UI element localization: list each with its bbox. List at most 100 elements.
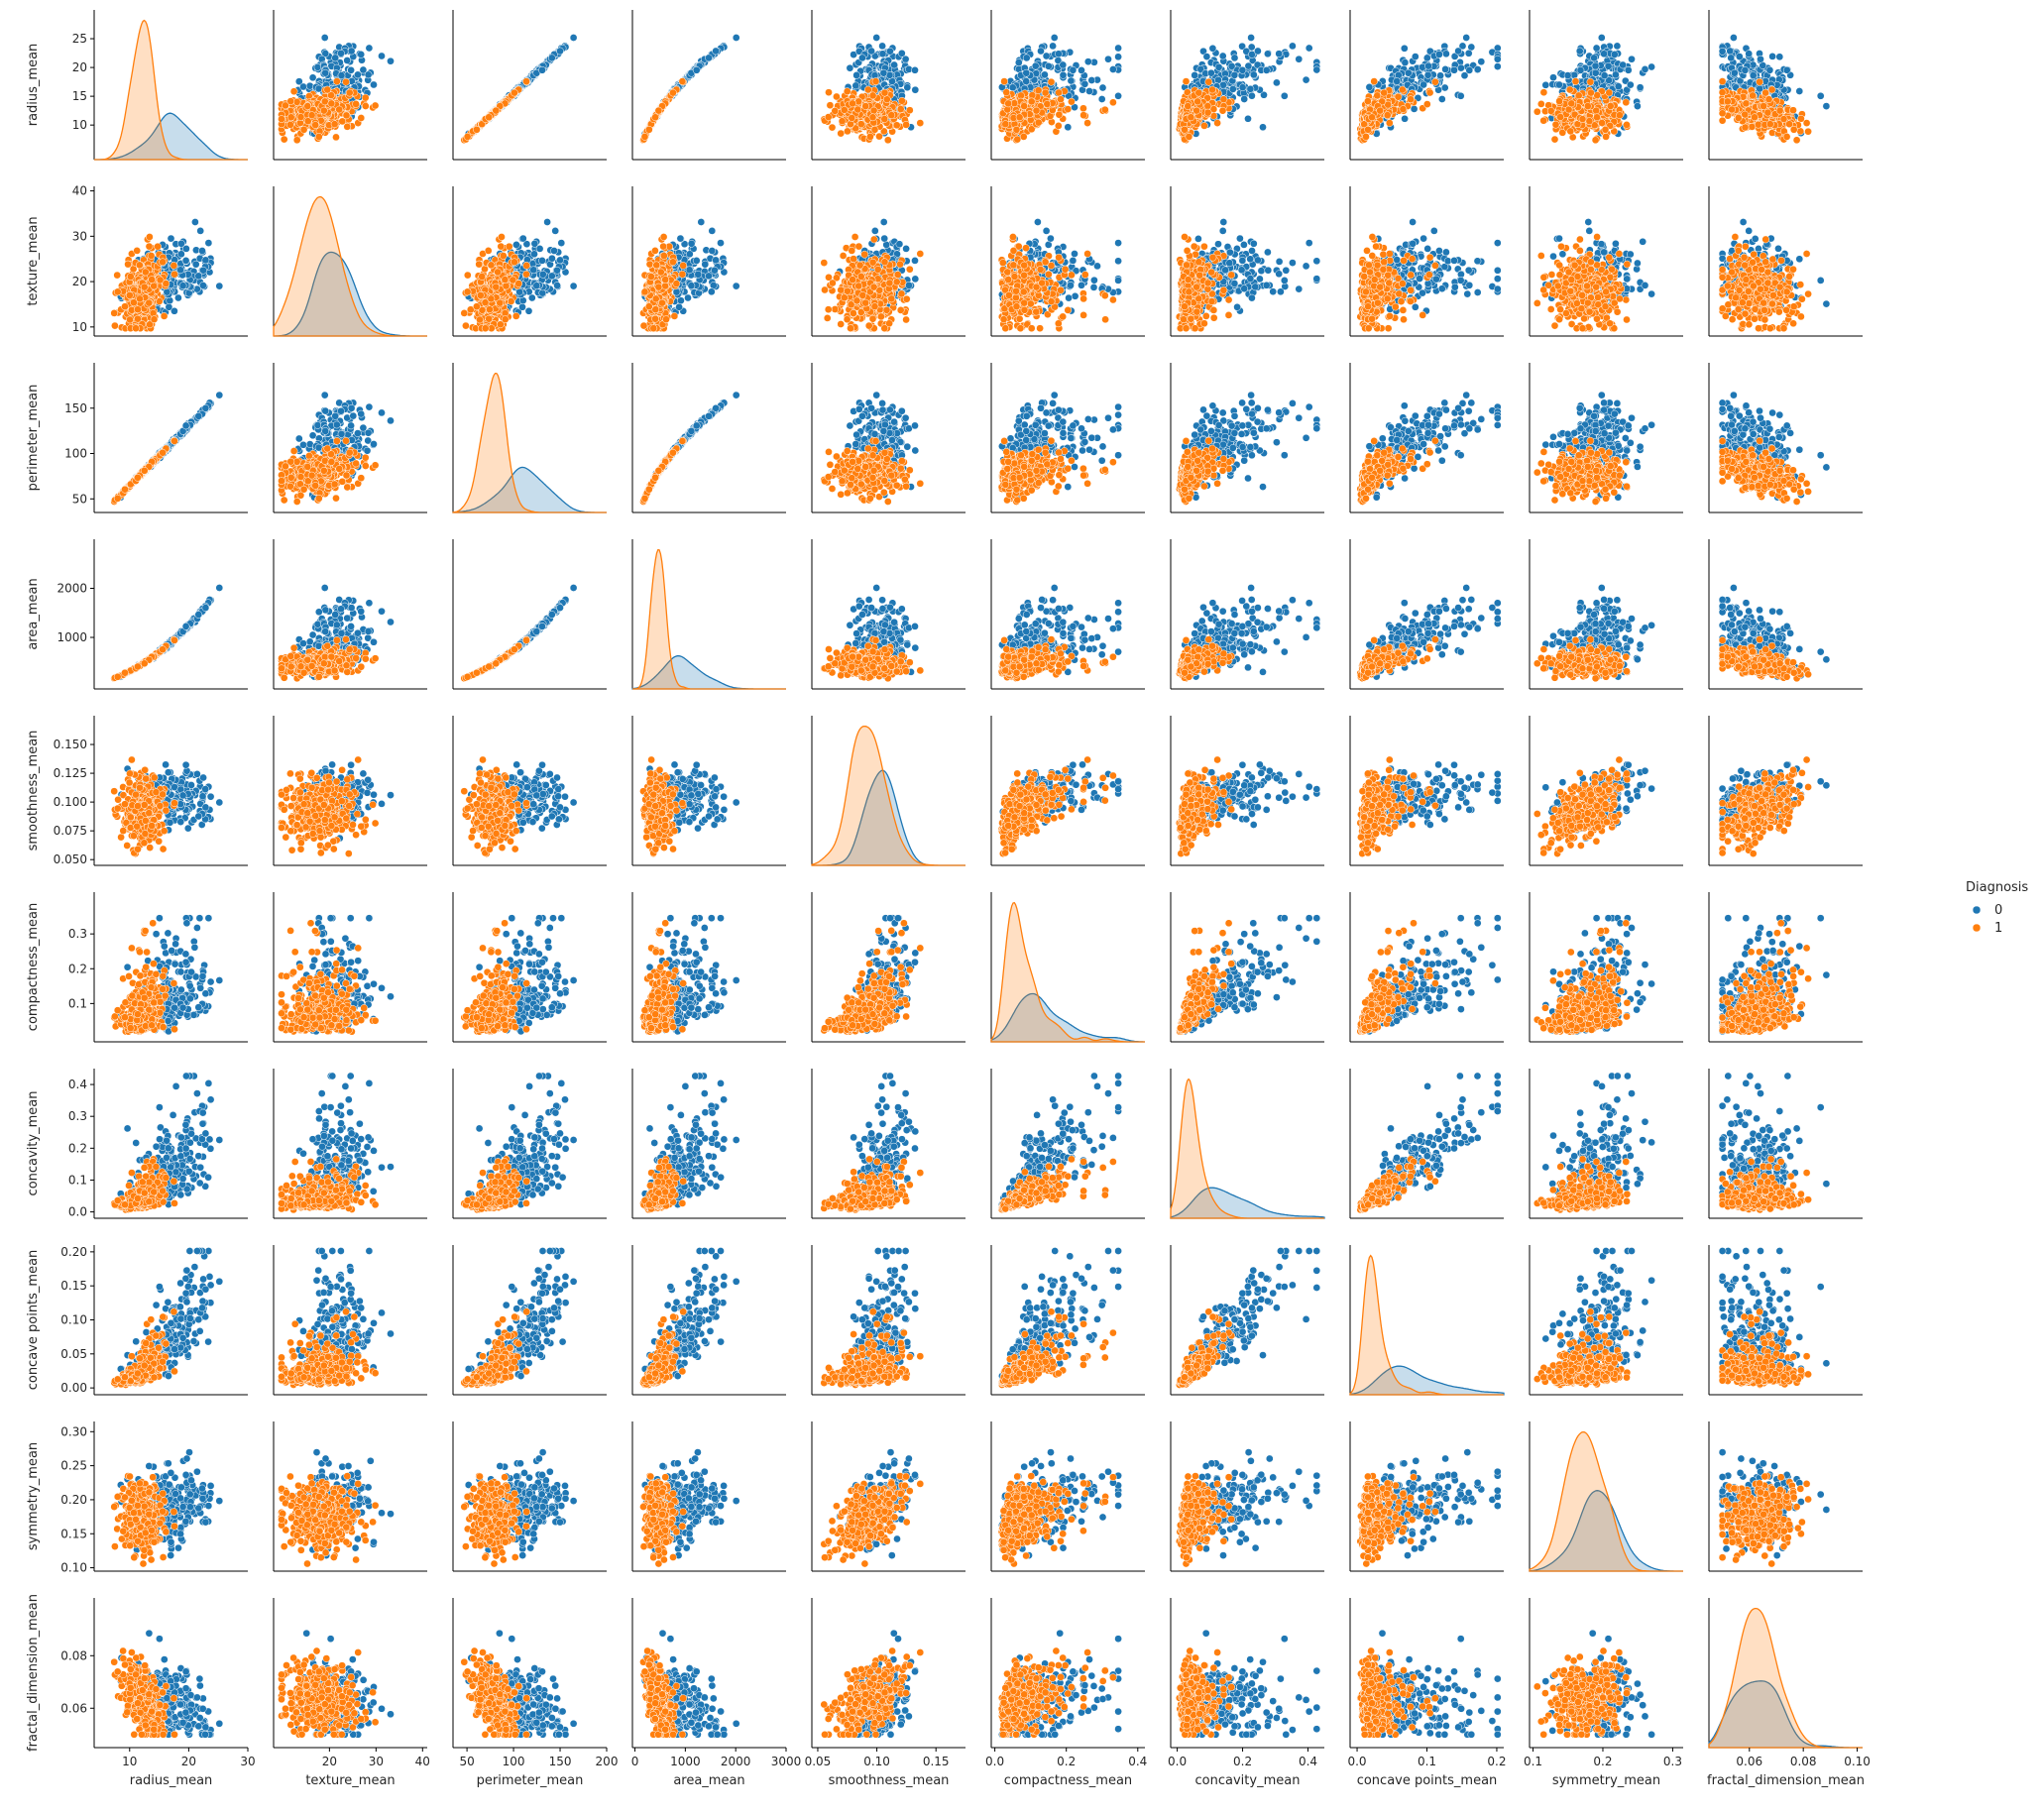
panel-radius-mean-vs-smoothness-mean xyxy=(812,10,965,160)
point-class-1 xyxy=(293,98,300,105)
point-class-1 xyxy=(333,78,340,85)
point-class-0 xyxy=(378,53,385,59)
point-class-1 xyxy=(372,102,379,109)
point-class-1 xyxy=(287,98,294,105)
panel-radius-mean-vs-area-mean xyxy=(632,10,786,160)
point-class-0 xyxy=(548,55,555,61)
point-class-1 xyxy=(917,120,924,127)
point-class-0 xyxy=(387,57,394,64)
y-tick-label: 15 xyxy=(72,89,87,103)
point-class-1 xyxy=(493,107,500,114)
point-class-1 xyxy=(343,112,350,119)
y-tick-label: 20 xyxy=(72,60,87,74)
point-class-1 xyxy=(362,102,369,109)
point-class-1 xyxy=(336,106,343,113)
point-class-0 xyxy=(322,69,329,76)
point-class-0 xyxy=(879,43,886,50)
point-class-1 xyxy=(825,89,832,96)
point-class-1 xyxy=(641,133,648,140)
point-class-0 xyxy=(365,71,372,78)
point-class-1 xyxy=(312,122,319,129)
point-class-1 xyxy=(304,103,311,110)
point-class-1 xyxy=(872,78,879,85)
point-class-0 xyxy=(570,34,577,41)
point-class-0 xyxy=(309,74,316,81)
point-class-0 xyxy=(880,69,887,76)
point-class-0 xyxy=(733,34,739,41)
point-class-1 xyxy=(290,88,297,95)
point-class-0 xyxy=(886,48,893,55)
point-class-0 xyxy=(705,55,712,61)
point-class-0 xyxy=(348,48,355,55)
point-class-1 xyxy=(344,123,351,130)
point-class-0 xyxy=(873,34,880,41)
point-class-1 xyxy=(679,78,686,85)
point-class-1 xyxy=(332,134,339,141)
point-class-1 xyxy=(898,97,905,104)
point-class-1 xyxy=(346,89,353,96)
y-tick-label: 25 xyxy=(72,32,87,46)
point-class-1 xyxy=(829,124,836,131)
point-class-1 xyxy=(287,114,294,121)
point-class-1 xyxy=(486,114,493,121)
point-class-1 xyxy=(328,100,335,107)
point-class-0 xyxy=(879,51,886,57)
point-class-0 xyxy=(853,71,860,78)
point-class-1 xyxy=(522,78,529,85)
point-class-1 xyxy=(324,86,331,93)
panel-radius-mean-vs-perimeter-mean xyxy=(453,10,607,160)
point-class-0 xyxy=(911,66,918,73)
point-class-0 xyxy=(348,66,355,73)
point-class-1 xyxy=(300,126,307,133)
point-class-0 xyxy=(299,83,306,90)
point-class-1 xyxy=(655,107,662,114)
point-class-1 xyxy=(645,126,652,133)
point-class-0 xyxy=(904,84,911,91)
point-class-1 xyxy=(511,89,517,96)
point-class-1 xyxy=(827,102,834,109)
point-class-0 xyxy=(321,34,328,41)
point-class-0 xyxy=(366,45,373,52)
point-class-1 xyxy=(320,107,327,114)
point-class-0 xyxy=(912,86,919,93)
point-class-1 xyxy=(833,93,840,100)
point-class-1 xyxy=(652,114,659,121)
point-class-0 xyxy=(358,51,365,57)
point-class-0 xyxy=(354,71,361,78)
point-class-0 xyxy=(337,50,344,57)
point-class-1 xyxy=(838,130,845,137)
point-class-0 xyxy=(898,50,905,57)
point-class-1 xyxy=(464,133,471,140)
point-class-1 xyxy=(342,78,349,85)
point-class-1 xyxy=(331,121,338,128)
point-class-1 xyxy=(278,116,284,123)
point-class-0 xyxy=(713,48,720,55)
point-class-0 xyxy=(306,82,313,89)
point-class-1 xyxy=(669,89,676,96)
point-class-1 xyxy=(308,112,315,119)
point-class-0 xyxy=(858,55,865,61)
point-class-0 xyxy=(370,81,377,88)
point-class-1 xyxy=(315,133,322,140)
point-class-1 xyxy=(884,137,891,144)
point-class-0 xyxy=(538,66,545,73)
point-class-0 xyxy=(332,55,339,61)
panel-radius-mean-vs-texture-mean xyxy=(274,10,427,160)
point-class-1 xyxy=(293,137,300,144)
point-class-1 xyxy=(281,136,287,143)
point-class-1 xyxy=(297,114,304,121)
point-class-1 xyxy=(844,88,851,95)
pairplot-grid: 10152025radius_mean10203040texture_mean5… xyxy=(26,10,1871,1788)
point-class-1 xyxy=(353,100,360,107)
point-class-1 xyxy=(286,121,293,128)
point-class-0 xyxy=(891,61,898,68)
y-axis-label: radius_mean xyxy=(26,44,41,127)
point-class-0 xyxy=(315,85,322,92)
point-class-0 xyxy=(556,48,563,55)
point-class-0 xyxy=(693,66,700,73)
point-class-1 xyxy=(358,114,365,121)
point-class-0 xyxy=(338,72,345,79)
point-class-1 xyxy=(321,98,328,105)
